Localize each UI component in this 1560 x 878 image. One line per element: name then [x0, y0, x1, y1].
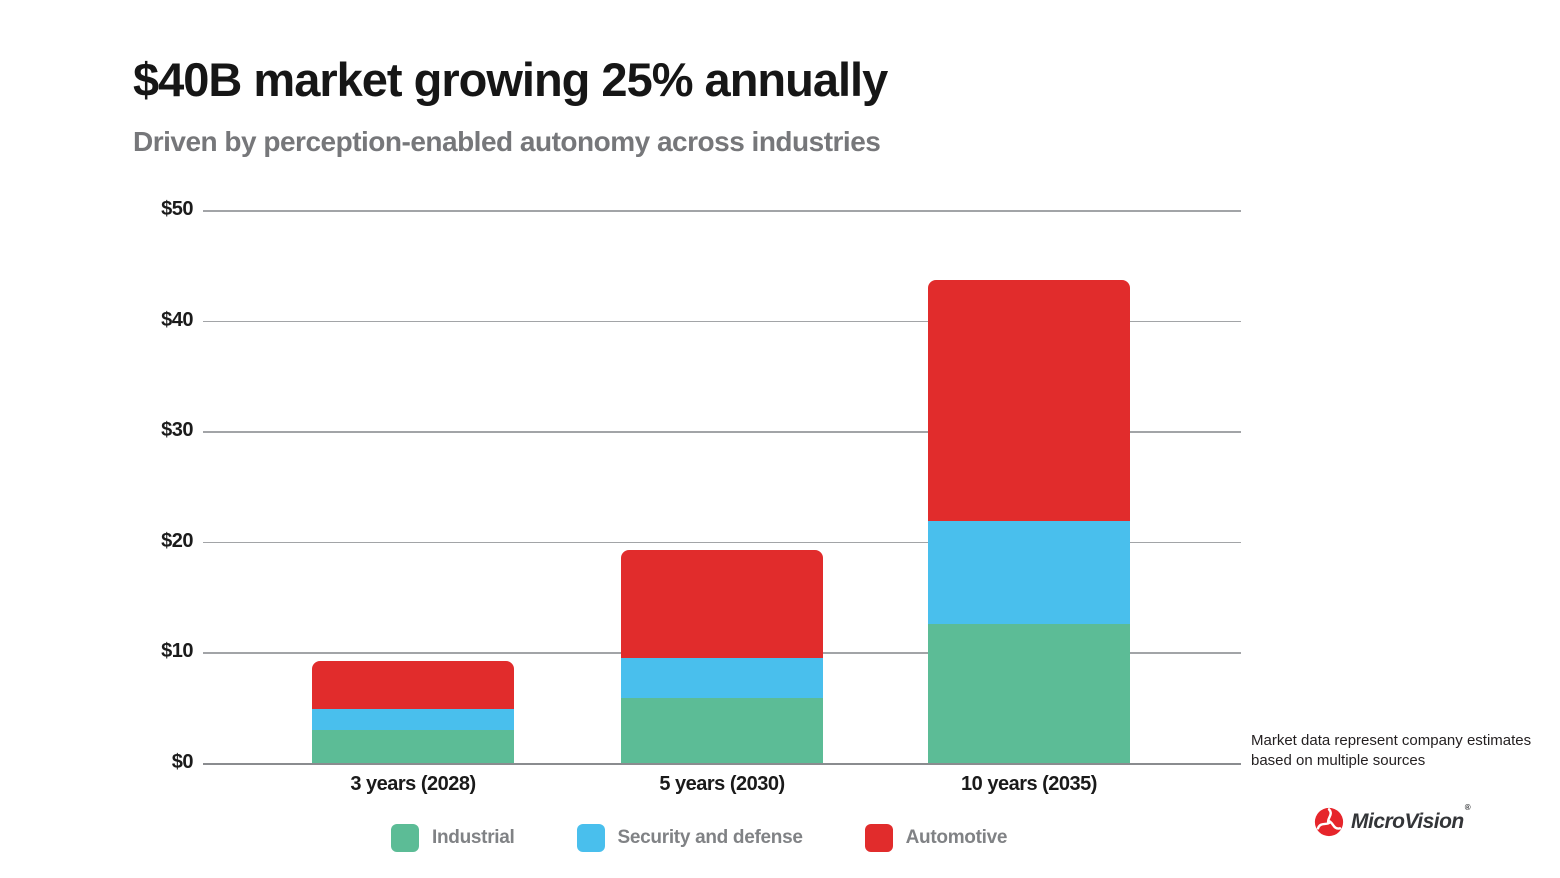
x-tick-label-2: 5 years (2030) [659, 773, 785, 795]
legend-label: Security and defense [617, 827, 803, 848]
legend-swatch-security [576, 824, 605, 852]
gridline-40 [203, 320, 1241, 323]
bar-segment-automotive [928, 279, 1130, 521]
stacked-bar-chart: $0 $10 $20 $30 $40 $50 3 years (2028) 5 years … [161, 198, 1241, 795]
x-tick-label-3: 10 years (2035) [961, 773, 1097, 795]
bar-segment-industrial [928, 623, 1130, 763]
chart-footnote: Market data represent company estimates … [1251, 731, 1541, 771]
page-title: $40B market growing 25% annually [133, 53, 888, 106]
bar-3 [928, 279, 1130, 763]
microvision-pinwheel-icon [1314, 807, 1344, 837]
bar-1 [312, 661, 514, 763]
y-tick-label-20: $20 [161, 529, 193, 552]
legend-label: Automotive [905, 827, 1008, 848]
x-tick-label-1: 3 years (2028) [350, 773, 476, 795]
y-tick-label-40: $40 [161, 308, 193, 331]
gridline-50 [203, 210, 1241, 212]
legend-swatch-automotive [864, 824, 893, 852]
legend-swatch-industrial [391, 824, 419, 852]
legend: Industrial Security and defense Automotive [391, 824, 1007, 852]
y-tick-label-50: $50 [161, 198, 193, 221]
bar-segment-automotive [621, 549, 823, 658]
legend-item-industrial: Industrial [391, 824, 515, 852]
bar-segment-industrial [312, 729, 514, 763]
gridline-30 [203, 431, 1241, 433]
bar-2 [621, 549, 823, 763]
y-tick-label-30: $30 [161, 419, 193, 442]
legend-item-security: Security and defense [576, 824, 803, 852]
bar-segment-industrial [621, 697, 823, 763]
registered-trademark: ® [1464, 803, 1471, 812]
y-tick-label-10: $10 [161, 640, 193, 663]
footnote-line-1: Market data represent company estimates [1251, 732, 1532, 749]
bar-segment-automotive [312, 661, 514, 709]
bar-segment-security [621, 657, 823, 698]
legend-item-automotive: Automotive [864, 824, 1008, 852]
y-tick-label-0: $0 [171, 751, 194, 774]
logo-text: MicroVision® [1351, 803, 1471, 833]
bar-segment-security [312, 708, 514, 730]
gridline-0 [203, 763, 1241, 765]
gridline-20 [203, 541, 1241, 544]
page-subtitle: Driven by perception-enabled autonomy ac… [133, 126, 881, 157]
legend-label: Industrial [432, 827, 515, 848]
microvision-logo: MicroVision® [1313, 803, 1471, 838]
bar-segment-security [928, 520, 1130, 624]
footnote-line-2: based on multiple sources [1251, 751, 1426, 769]
